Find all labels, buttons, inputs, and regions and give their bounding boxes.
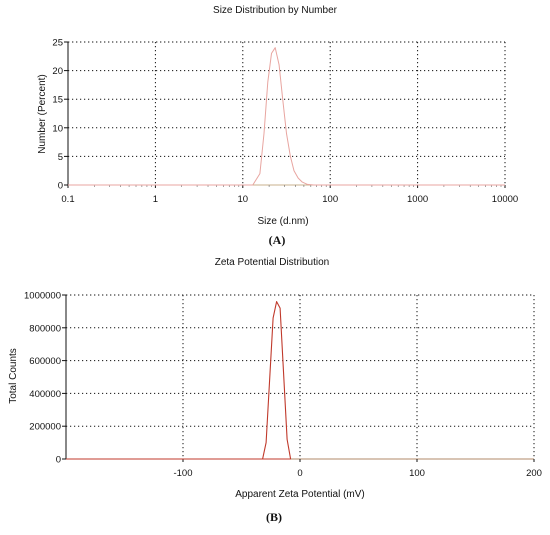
chart-a: Size Distribution by Number Size (d.nm) …	[37, 5, 518, 247]
chart-b-ytick-label: 0	[56, 455, 61, 466]
caption-b: (B)	[266, 510, 282, 524]
chart-b-ytick-label: 1000000	[24, 291, 61, 302]
chart-a-xtick-label: 0.1	[61, 194, 74, 205]
chart-a-title: Size Distribution by Number	[213, 5, 338, 16]
chart-a-ytick-label: 10	[52, 123, 63, 134]
chart-a-ylabel: Number (Percent)	[37, 74, 48, 153]
chart-a-xtick-label: 10	[238, 194, 249, 205]
chart-a-ytick-label: 5	[58, 152, 63, 163]
chart-b-xtick-label: -100	[173, 468, 192, 479]
chart-b-ylabel: Total Counts	[8, 348, 19, 404]
chart-a-ytick-label: 0	[58, 181, 63, 192]
caption-a: (A)	[269, 233, 286, 247]
chart-b-xtick-label: 100	[409, 468, 425, 479]
chart-a-series-line	[68, 47, 505, 186]
chart-b-xtick-label: 200	[526, 468, 542, 479]
chart-a-ytick-label: 20	[52, 66, 63, 77]
chart-b-ytick-label: 600000	[29, 356, 61, 367]
chart-a-ytick-label: 15	[52, 95, 63, 106]
chart-b-ytick-label: 400000	[29, 389, 61, 400]
chart-b-xlabel: Apparent Zeta Potential (mV)	[235, 489, 365, 500]
chart-a-xtick-label: 1000	[407, 194, 428, 205]
chart-a-xtick-label: 1	[153, 194, 158, 205]
chart-a-ytick-label: 25	[52, 38, 63, 49]
chart-a-xtick-label: 10000	[492, 194, 518, 205]
chart-b-ytick-label: 800000	[29, 323, 61, 334]
chart-b-xtick-label: 0	[297, 468, 302, 479]
chart-b-title: Zeta Potential Distribution	[215, 257, 330, 268]
chart-b-ytick-label: 200000	[29, 422, 61, 433]
chart-b: Zeta Potential Distribution Apparent Zet…	[8, 257, 542, 524]
chart-a-xtick-label: 100	[322, 194, 338, 205]
chart-b-series-line	[66, 301, 292, 460]
chart-a-xlabel: Size (d.nm)	[257, 216, 308, 227]
